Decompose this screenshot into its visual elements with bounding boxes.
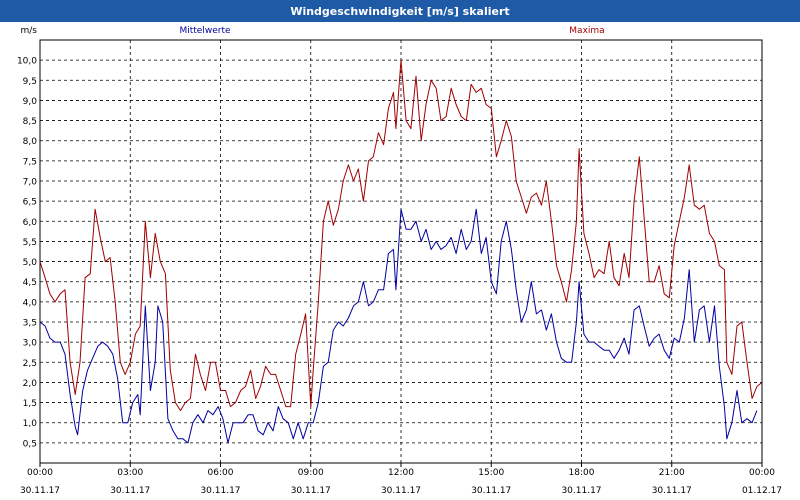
x-tick-time: 18:00 [569,468,595,478]
y-tick-label: 4,0 [23,298,38,308]
x-tick-time: 21:00 [659,468,685,478]
x-tick-date: 30.11.17 [291,486,331,496]
y-tick-label: 9,0 [23,97,38,107]
y-tick-label: 2,0 [23,379,38,389]
y-tick-label: 7,5 [23,157,37,167]
series-line-maxima [39,59,763,412]
x-tick-date: 30.11.17 [20,486,60,496]
x-tick-time: 00:00 [27,468,53,478]
x-tick-date: 30.11.17 [381,486,421,496]
x-tick-time: 00:00 [749,468,775,478]
y-tick-label: 8,5 [23,117,37,127]
x-tick-date: 30.11.17 [561,486,601,496]
y-tick-label: 10,0 [17,57,37,67]
y-tick-label: 8,0 [23,137,38,147]
y-tick-label: 3,0 [23,339,38,349]
y-tick-label: 3,5 [23,319,37,329]
legend-maxima: Maxima [569,26,604,36]
x-tick-time: 03:00 [117,468,143,478]
y-tick-label: 6,5 [23,198,37,208]
y-tick-label: 1,0 [23,419,38,429]
legend-mittelwerte: Mittelwerte [179,26,230,36]
x-tick-time: 09:00 [298,468,324,478]
wind-speed-chart: 0,5 1,0 1,5 2,0 2,5 3,0 3,5 4,0 4,5 5,0 5,5 6,0 6,5 7… [17,26,782,496]
y-tick-label: 5,5 [23,238,37,248]
x-tick-time: 06:00 [208,468,234,478]
y-tick-label: 2,5 [23,359,37,369]
y-tick-label: 4,5 [23,278,37,288]
x-tick-date: 30.11.17 [652,486,692,496]
y-tick-label: 1,5 [23,399,37,409]
y-tick-label: 5,0 [23,258,38,268]
y-axis-label: m/s [21,26,38,36]
x-tick-date: 30.11.17 [110,486,150,496]
x-tick-date: 30.11.17 [200,486,240,496]
y-tick-label: 0,5 [23,439,37,449]
y-tick-label: 6,0 [23,218,38,228]
x-tick-date: 30.11.17 [471,486,511,496]
x-tick-date: 01.12.17 [742,486,782,496]
x-tick-time: 15:00 [478,468,504,478]
y-tick-label: 9,5 [23,77,37,87]
series-line-mittelwerte [39,208,758,444]
y-tick-label: 7,0 [23,178,38,188]
window-title: Windgeschwindigkeit [m/s] skaliert [0,0,800,22]
x-tick-time: 12:00 [388,468,414,478]
